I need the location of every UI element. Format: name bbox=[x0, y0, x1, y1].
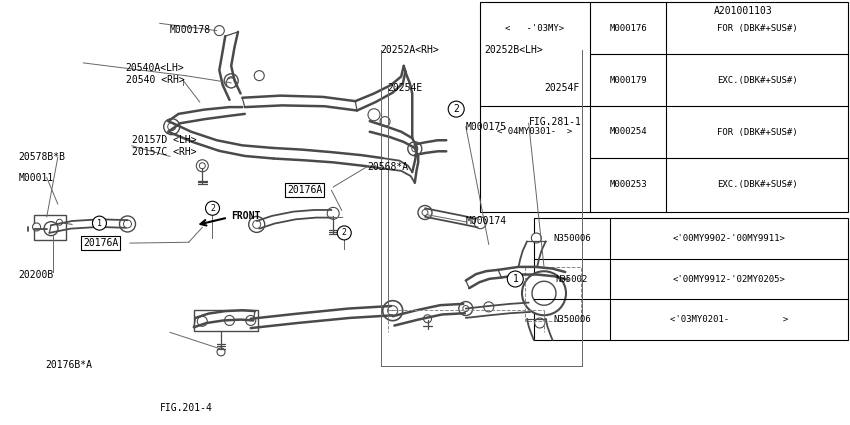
Circle shape bbox=[423, 315, 432, 323]
Circle shape bbox=[252, 221, 261, 228]
Text: 2: 2 bbox=[210, 204, 215, 213]
Text: <'00MY9902-'00MY9911>: <'00MY9902-'00MY9911> bbox=[672, 234, 785, 243]
Text: M000179: M000179 bbox=[609, 76, 647, 85]
Circle shape bbox=[327, 207, 339, 219]
Circle shape bbox=[226, 78, 236, 88]
Text: M000178: M000178 bbox=[170, 25, 211, 35]
Text: EXC.(DBK#+SUS#): EXC.(DBK#+SUS#) bbox=[717, 76, 797, 85]
Circle shape bbox=[206, 201, 219, 215]
Circle shape bbox=[388, 306, 398, 316]
Circle shape bbox=[531, 233, 541, 243]
Text: N350006: N350006 bbox=[553, 234, 591, 243]
Text: <'04MY0301-  >: <'04MY0301- > bbox=[497, 128, 573, 136]
Bar bbox=[534, 218, 848, 340]
Bar bbox=[480, 2, 848, 212]
Text: 20176A: 20176A bbox=[287, 185, 322, 196]
Circle shape bbox=[532, 281, 556, 305]
Circle shape bbox=[484, 302, 494, 312]
Text: 1: 1 bbox=[97, 218, 102, 228]
Text: M000253: M000253 bbox=[609, 179, 647, 189]
Circle shape bbox=[535, 318, 545, 328]
Text: 20176A: 20176A bbox=[83, 238, 118, 248]
Circle shape bbox=[522, 271, 566, 315]
Circle shape bbox=[197, 316, 207, 326]
Circle shape bbox=[32, 223, 41, 231]
Bar bbox=[34, 215, 66, 240]
Circle shape bbox=[93, 216, 106, 230]
Circle shape bbox=[418, 206, 432, 219]
Circle shape bbox=[227, 77, 235, 85]
Text: 20578B*B: 20578B*B bbox=[19, 152, 65, 162]
Text: 2: 2 bbox=[342, 228, 347, 238]
Text: FIG.201-4: FIG.201-4 bbox=[160, 403, 212, 413]
Text: 20252A<RH>: 20252A<RH> bbox=[381, 45, 439, 55]
Bar bbox=[194, 310, 258, 331]
Circle shape bbox=[422, 210, 428, 215]
Circle shape bbox=[120, 216, 135, 232]
Circle shape bbox=[337, 226, 351, 240]
Text: M000254: M000254 bbox=[609, 128, 647, 136]
Text: FOR (DBK#+SUS#): FOR (DBK#+SUS#) bbox=[717, 128, 797, 136]
Circle shape bbox=[254, 71, 264, 81]
Text: <'03MY0201-          >: <'03MY0201- > bbox=[670, 315, 788, 324]
Circle shape bbox=[474, 217, 486, 229]
Text: 20176B*A: 20176B*A bbox=[45, 360, 92, 370]
Text: FOR (DBK#+SUS#): FOR (DBK#+SUS#) bbox=[717, 23, 797, 32]
Circle shape bbox=[249, 216, 264, 232]
Bar bbox=[525, 267, 581, 321]
Text: 20200B: 20200B bbox=[19, 270, 54, 280]
Text: FRONT: FRONT bbox=[231, 211, 261, 221]
Circle shape bbox=[246, 315, 256, 326]
Text: 20157D <LH>: 20157D <LH> bbox=[132, 135, 196, 145]
Circle shape bbox=[462, 306, 469, 312]
Text: FIG.281-1: FIG.281-1 bbox=[529, 117, 581, 128]
Circle shape bbox=[380, 116, 390, 127]
Circle shape bbox=[44, 222, 58, 235]
Circle shape bbox=[368, 109, 380, 121]
Circle shape bbox=[382, 300, 403, 321]
Circle shape bbox=[167, 123, 176, 130]
Text: 20540A<LH>: 20540A<LH> bbox=[126, 63, 184, 73]
Text: M000174: M000174 bbox=[466, 216, 507, 226]
Circle shape bbox=[199, 163, 206, 169]
Text: M00011: M00011 bbox=[19, 173, 54, 183]
Text: 20157C <RH>: 20157C <RH> bbox=[132, 147, 196, 157]
Circle shape bbox=[196, 160, 208, 172]
Text: N35002: N35002 bbox=[556, 275, 588, 283]
Text: N350006: N350006 bbox=[553, 315, 591, 324]
Text: 20254F: 20254F bbox=[544, 83, 579, 94]
Circle shape bbox=[123, 220, 132, 228]
Circle shape bbox=[56, 219, 63, 225]
Text: M000175: M000175 bbox=[466, 122, 507, 132]
Circle shape bbox=[214, 26, 224, 36]
Text: 20540 <RH>: 20540 <RH> bbox=[126, 75, 184, 85]
Text: A201001103: A201001103 bbox=[714, 6, 773, 16]
Circle shape bbox=[224, 74, 238, 88]
Text: EXC.(DBK#+SUS#): EXC.(DBK#+SUS#) bbox=[717, 179, 797, 189]
Circle shape bbox=[448, 101, 464, 117]
Text: 2: 2 bbox=[453, 104, 459, 114]
Circle shape bbox=[507, 271, 524, 287]
Text: 20568*A: 20568*A bbox=[367, 162, 408, 172]
Text: <   -'03MY>: < -'03MY> bbox=[506, 23, 564, 32]
Circle shape bbox=[164, 119, 179, 135]
Text: <'00MY9912-'02MY0205>: <'00MY9912-'02MY0205> bbox=[672, 275, 785, 283]
Circle shape bbox=[217, 348, 225, 356]
Text: M000176: M000176 bbox=[609, 23, 647, 32]
Text: 1: 1 bbox=[513, 274, 518, 284]
Circle shape bbox=[411, 146, 418, 152]
Text: 20252B<LH>: 20252B<LH> bbox=[484, 45, 543, 55]
Circle shape bbox=[408, 142, 422, 156]
Circle shape bbox=[459, 302, 473, 315]
Text: 20254E: 20254E bbox=[388, 83, 422, 94]
Circle shape bbox=[224, 315, 235, 326]
